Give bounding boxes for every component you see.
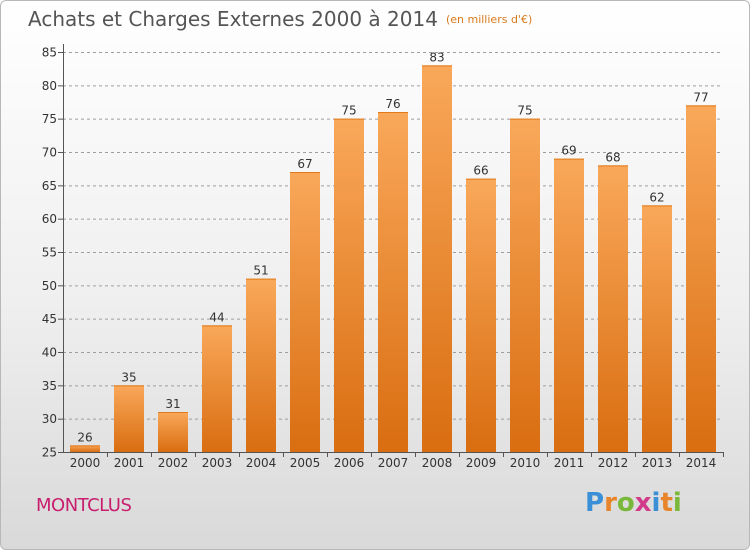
data-label: 44 xyxy=(209,310,224,324)
y-tick-label: 65 xyxy=(42,179,57,193)
x-tick-label: 2000 xyxy=(70,456,101,470)
bar xyxy=(70,445,100,452)
bar xyxy=(510,118,540,453)
data-labels: 26 35 31 44 51 67 75 76 83 66 75 69 68 62 77 xyxy=(77,50,708,444)
x-tick-label: 2009 xyxy=(466,456,497,470)
x-tick-label: 2007 xyxy=(378,456,409,470)
data-label: 83 xyxy=(429,50,444,64)
x-tick-label: 2001 xyxy=(114,456,145,470)
x-tick-label: 2014 xyxy=(686,456,717,470)
x-tick-label: 2003 xyxy=(202,456,233,470)
x-tick-label: 2012 xyxy=(598,456,629,470)
bar xyxy=(598,165,628,453)
data-label: 75 xyxy=(517,104,532,118)
chart-title: Achats et Charges Externes 2000 à 2014 (e… xyxy=(28,7,532,31)
y-tick-label: 60 xyxy=(42,212,57,226)
bar xyxy=(378,112,408,452)
logo-letter: i xyxy=(672,488,682,518)
logo-letter: r xyxy=(604,488,617,518)
x-axis-ticks: 2000 2001 2002 2003 2004 2005 2006 2007 2008 2009… xyxy=(70,452,724,470)
data-label: 67 xyxy=(297,157,312,171)
logo-letter: x xyxy=(634,488,652,518)
x-tick-label: 2005 xyxy=(290,456,321,470)
logo-letter: o xyxy=(616,488,635,518)
y-tick-label: 80 xyxy=(42,79,57,93)
y-tick-label: 55 xyxy=(42,246,57,260)
x-tick-label: 2006 xyxy=(334,456,365,470)
data-label: 69 xyxy=(561,144,576,158)
logo-letter: i xyxy=(651,488,661,518)
x-tick-label: 2011 xyxy=(554,456,585,470)
commune-name: MONTCLUS xyxy=(36,495,132,516)
y-tick-label: 75 xyxy=(42,112,57,126)
bar xyxy=(202,325,232,452)
bar xyxy=(114,385,144,452)
bar xyxy=(642,205,672,452)
axes xyxy=(63,44,723,453)
chart-title-text: Achats et Charges Externes 2000 à 2014 xyxy=(28,7,438,31)
bar xyxy=(466,178,496,452)
data-label: 31 xyxy=(165,397,180,411)
data-label: 66 xyxy=(473,164,488,178)
chart-unit: (en milliers d'€) xyxy=(445,13,533,26)
x-tick-label: 2008 xyxy=(422,456,453,470)
data-label: 68 xyxy=(605,150,620,164)
y-tick-label: 45 xyxy=(42,312,57,326)
bar xyxy=(422,65,452,452)
bar xyxy=(158,412,188,452)
bars xyxy=(70,65,716,453)
data-label: 26 xyxy=(77,430,92,444)
y-tick-label: 35 xyxy=(42,379,57,393)
bar xyxy=(334,118,364,453)
x-tick-label: 2004 xyxy=(246,456,277,470)
logo-letter: t xyxy=(660,488,673,518)
y-tick-label: 50 xyxy=(42,279,57,293)
y-tick-label: 85 xyxy=(42,46,57,60)
x-tick-label: 2013 xyxy=(642,456,673,470)
bar xyxy=(246,278,276,452)
x-tick-label: 2010 xyxy=(510,456,541,470)
bar xyxy=(686,105,716,452)
y-axis-ticks: 25 30 35 40 45 50 55 60 65 70 75 80 85 xyxy=(42,46,63,460)
bar xyxy=(554,158,584,452)
data-label: 76 xyxy=(385,97,400,111)
proxiti-logo[interactable]: Proxiti xyxy=(585,488,682,518)
logo-letter: P xyxy=(585,488,605,518)
data-label: 51 xyxy=(253,264,268,278)
y-tick-label: 30 xyxy=(42,412,57,426)
data-label: 75 xyxy=(341,104,356,118)
x-tick-label: 2002 xyxy=(158,456,189,470)
y-tick-label: 25 xyxy=(42,446,57,460)
bar xyxy=(290,172,320,452)
data-label: 77 xyxy=(693,90,708,104)
y-tick-label: 40 xyxy=(42,346,57,360)
data-label: 62 xyxy=(649,190,664,204)
data-label: 35 xyxy=(121,370,136,384)
y-tick-label: 70 xyxy=(42,146,57,160)
